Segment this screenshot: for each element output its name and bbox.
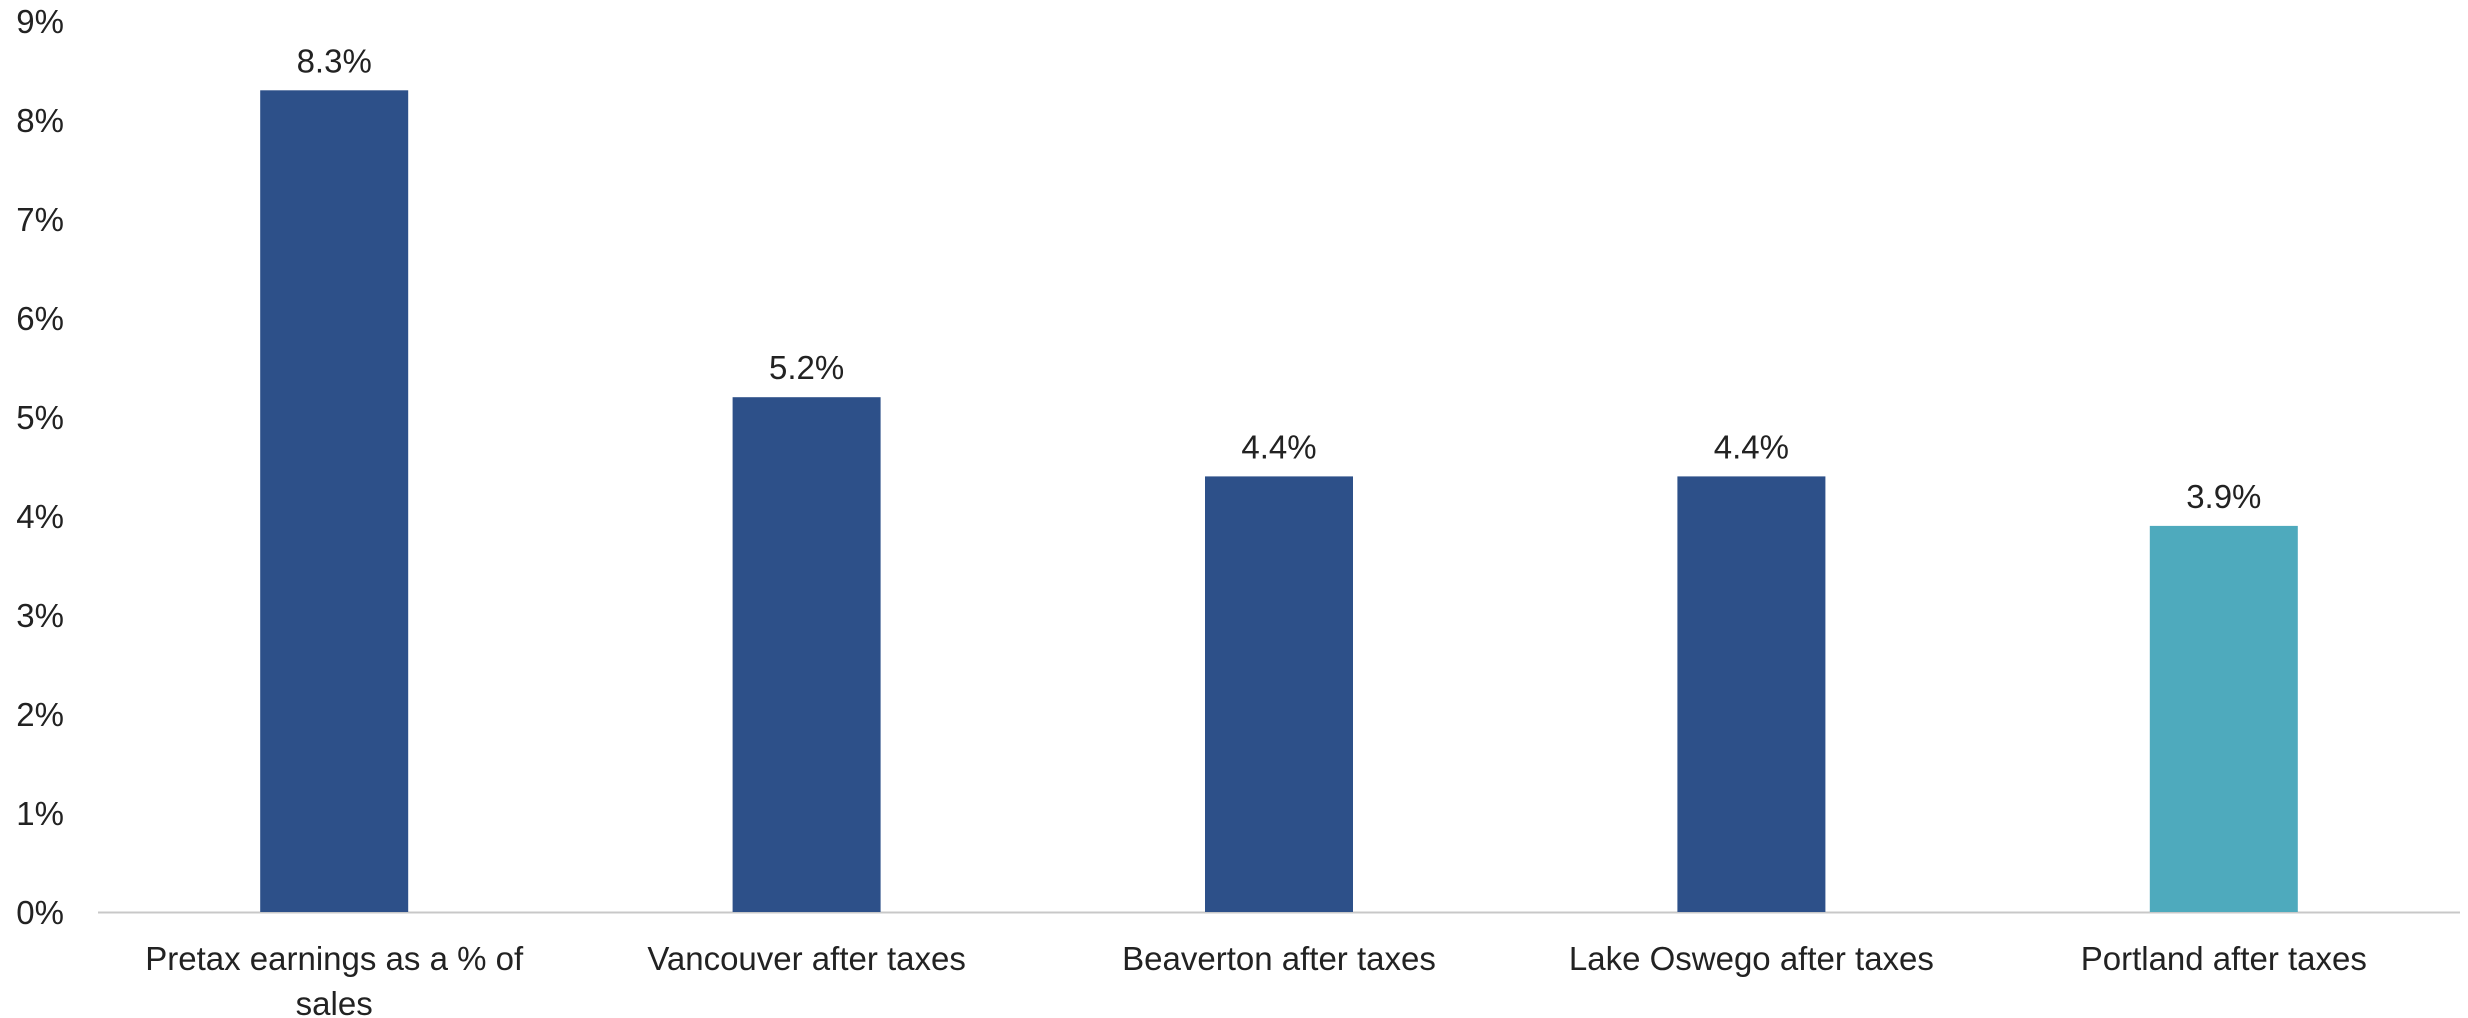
y-tick-label: 2%	[16, 696, 64, 733]
y-tick-label: 7%	[16, 201, 64, 238]
category-label: Lake Oswego after taxes	[1569, 940, 1934, 977]
category-label: Vancouver after taxes	[647, 940, 966, 977]
y-tick-label: 4%	[16, 498, 64, 535]
y-tick-label: 3%	[16, 597, 64, 634]
y-tick-label: 8%	[16, 102, 64, 139]
y-tick-label: 9%	[16, 3, 64, 40]
bars	[260, 90, 2298, 913]
y-tick-label: 0%	[16, 894, 64, 931]
category-label: Portland after taxes	[2081, 940, 2367, 977]
data-label: 4.4%	[1714, 428, 1789, 465]
bar	[260, 90, 409, 913]
y-tick-label: 1%	[16, 795, 64, 832]
bar	[1205, 476, 1353, 912]
y-tick-label: 6%	[16, 300, 64, 337]
category-label: sales	[296, 985, 373, 1018]
data-label: 8.3%	[297, 42, 372, 79]
bar	[2149, 525, 2298, 912]
category-labels: Pretax earnings as a % of sales Vancouver …	[145, 940, 2367, 1018]
data-label: 4.4%	[1241, 428, 1316, 465]
data-labels: 8.3% 5.2% 4.4% 4.4% 3.9%	[297, 42, 2262, 515]
category-label: Pretax earnings as a % of	[145, 940, 524, 977]
data-label: 5.2%	[769, 349, 844, 386]
bar	[1677, 476, 1826, 912]
category-label: Beaverton after taxes	[1122, 940, 1436, 977]
y-axis-ticks: 0% 1% 2% 3% 4% 5% 6% 7% 8% 9%	[16, 3, 64, 931]
bar	[732, 397, 881, 912]
y-tick-label: 5%	[16, 399, 64, 436]
data-label: 3.9%	[2186, 478, 2261, 515]
